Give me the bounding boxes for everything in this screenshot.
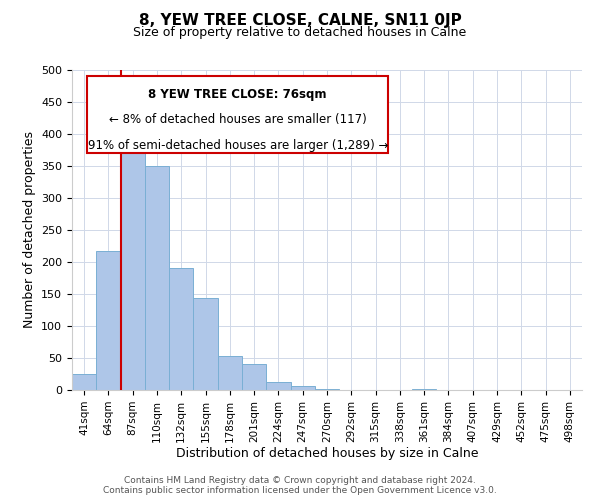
Bar	[121, 147, 145, 390]
Text: 91% of semi-detached houses are larger (1,289) →: 91% of semi-detached houses are larger (…	[88, 139, 388, 152]
Bar	[145, 166, 169, 390]
Bar	[315, 388, 339, 390]
Text: ← 8% of detached houses are smaller (117): ← 8% of detached houses are smaller (117…	[109, 113, 367, 126]
Bar	[72, 374, 96, 390]
Text: Size of property relative to detached houses in Calne: Size of property relative to detached ho…	[133, 26, 467, 39]
Bar	[412, 388, 436, 390]
Bar	[290, 386, 315, 390]
Bar	[169, 268, 193, 390]
Text: 8, YEW TREE CLOSE, CALNE, SN11 0JP: 8, YEW TREE CLOSE, CALNE, SN11 0JP	[139, 12, 461, 28]
Bar	[193, 298, 218, 390]
Bar	[218, 356, 242, 390]
Text: Contains public sector information licensed under the Open Government Licence v3: Contains public sector information licen…	[103, 486, 497, 495]
FancyBboxPatch shape	[88, 76, 388, 153]
Text: 8 YEW TREE CLOSE: 76sqm: 8 YEW TREE CLOSE: 76sqm	[148, 88, 327, 101]
Text: Contains HM Land Registry data © Crown copyright and database right 2024.: Contains HM Land Registry data © Crown c…	[124, 476, 476, 485]
Bar	[96, 251, 121, 390]
Bar	[266, 382, 290, 390]
Bar	[242, 364, 266, 390]
X-axis label: Distribution of detached houses by size in Calne: Distribution of detached houses by size …	[176, 448, 478, 460]
Y-axis label: Number of detached properties: Number of detached properties	[23, 132, 35, 328]
